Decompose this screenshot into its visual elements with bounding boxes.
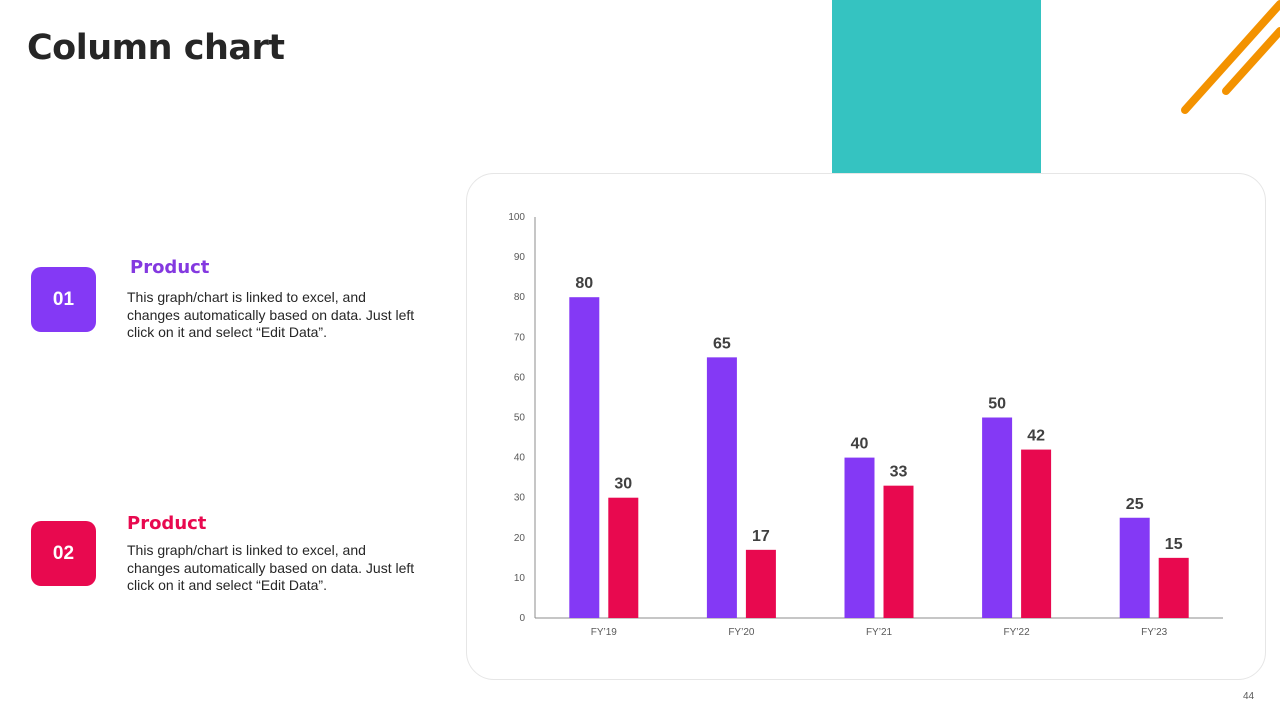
bar [1119, 517, 1150, 618]
y-tick-label: 50 [514, 413, 526, 424]
bar [1021, 449, 1052, 618]
y-tick-label: 30 [514, 493, 526, 504]
x-tick-label: FY’19 [591, 627, 618, 638]
y-tick-label: 10 [514, 573, 526, 584]
x-tick-label: FY’20 [728, 627, 755, 638]
y-tick-label: 20 [514, 533, 526, 544]
bar [608, 497, 639, 618]
teal-decoration-block [832, 0, 1041, 174]
y-tick-label: 60 [514, 372, 526, 383]
x-tick-label: FY’23 [1141, 627, 1168, 638]
y-tick-label: 80 [514, 292, 526, 303]
bar [982, 417, 1013, 618]
bar [706, 357, 737, 618]
product-02-badge: 02 [31, 521, 96, 586]
column-chart: 0 10 20 30 40 50 60 70 80 90 100 80 30 FY’19 65 17 FY’20… [508, 212, 1223, 638]
x-tick-label: FY’22 [1004, 627, 1031, 638]
data-label: 40 [851, 436, 869, 453]
data-label: 33 [890, 464, 908, 481]
page-number: 44 [1243, 691, 1255, 702]
bar [883, 485, 914, 618]
product-01-title: Product [130, 257, 210, 278]
chart-card: 0 10 20 30 40 50 60 70 80 90 100 80 30 FY’19 65 17 FY’20… [466, 173, 1266, 680]
x-tick-label: FY’21 [866, 627, 893, 638]
product-01-badge: 01 [31, 267, 96, 332]
orange-stripe-2 [1222, 27, 1280, 95]
orange-stripes-decoration [1181, 0, 1280, 114]
y-tick-label: 70 [514, 332, 526, 343]
data-label: 42 [1027, 428, 1045, 445]
data-label: 15 [1165, 536, 1183, 553]
product-02-number: 02 [52, 542, 75, 564]
data-label: 17 [752, 528, 770, 545]
data-label: 65 [713, 335, 731, 352]
bar [844, 457, 875, 618]
data-label: 50 [988, 396, 1006, 413]
bar [745, 549, 776, 618]
page-title: Column chart [27, 28, 285, 68]
data-label: 30 [614, 476, 632, 493]
bar [569, 297, 600, 618]
product-01-number: 01 [52, 288, 75, 310]
y-tick-label: 100 [508, 212, 525, 223]
y-tick-label: 40 [514, 453, 526, 464]
product-01-description: This graph/chart is linked to excel, and… [127, 289, 415, 340]
product-02-title: Product [127, 513, 207, 534]
data-label: 25 [1126, 496, 1144, 513]
bar [1158, 557, 1189, 618]
orange-stripe-1 [1181, 0, 1280, 114]
product-02-description: This graph/chart is linked to excel, and… [127, 542, 415, 593]
y-tick-label: 90 [514, 252, 526, 263]
data-label: 80 [575, 275, 593, 292]
y-tick-label: 0 [519, 613, 525, 624]
